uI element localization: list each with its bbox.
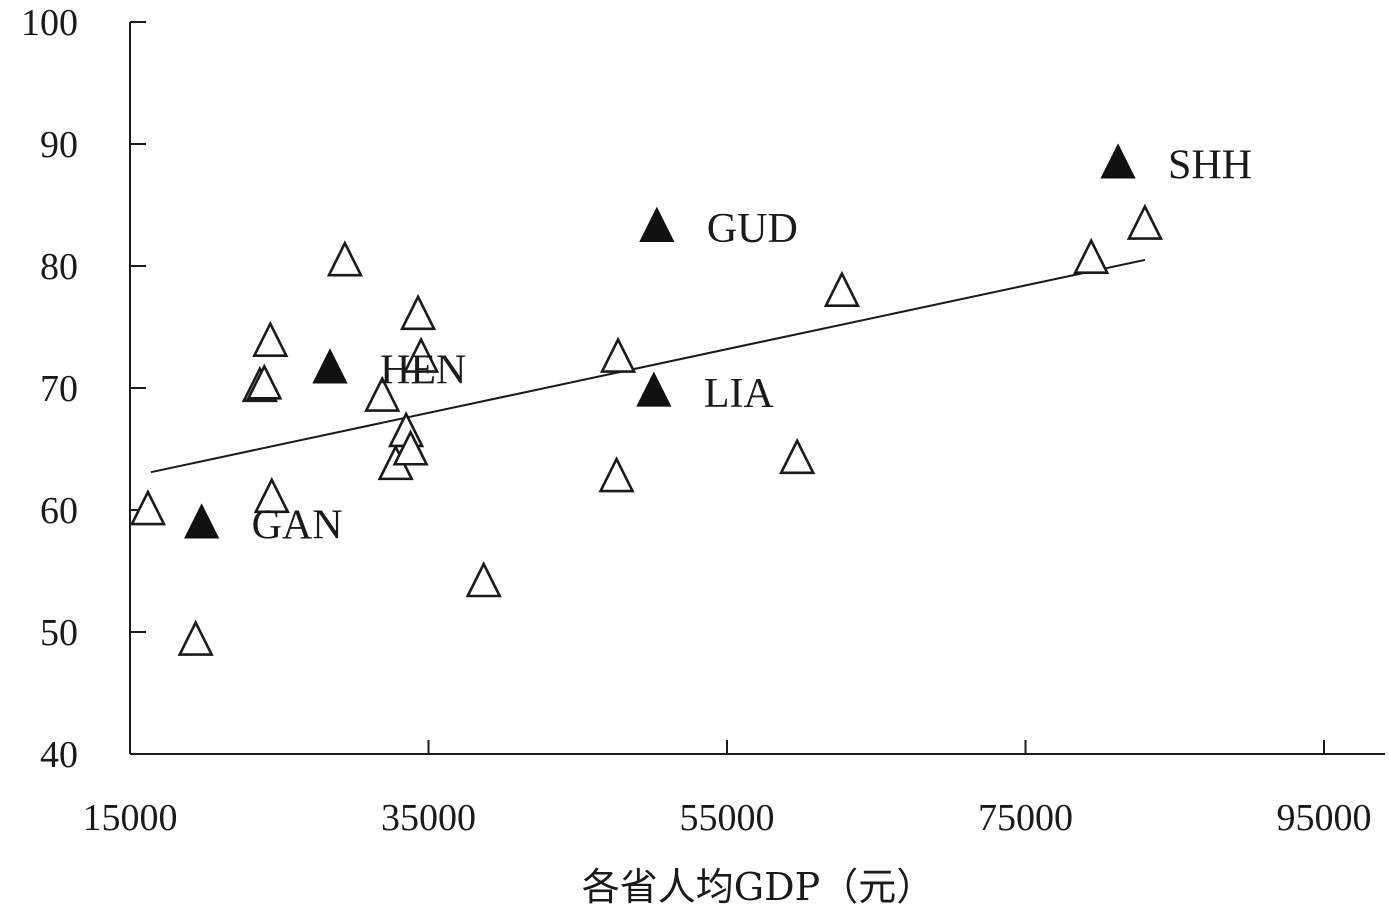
y-ticks: 40 50 60 70 80 90 100 bbox=[21, 2, 146, 776]
open-triangle-point bbox=[326, 240, 364, 277]
open-triangle-point bbox=[402, 336, 440, 373]
open-triangle-point bbox=[1073, 237, 1110, 275]
filled-triangle-point bbox=[1100, 143, 1136, 179]
filled-triangle-point bbox=[312, 348, 348, 384]
open-triangle-point bbox=[1126, 203, 1164, 240]
x-tick-label: 35000 bbox=[381, 797, 476, 839]
open-triangle-point bbox=[399, 293, 437, 331]
y-tick-label: 90 bbox=[40, 124, 78, 166]
point-label: SHH bbox=[1168, 143, 1252, 189]
x-tick-label: 95000 bbox=[1277, 797, 1372, 839]
point-label: LIA bbox=[704, 371, 775, 417]
open-triangle-point bbox=[253, 476, 290, 514]
filled-triangle-point bbox=[639, 206, 675, 242]
open-triangle-point bbox=[392, 429, 429, 466]
filled-triangle-point bbox=[636, 371, 672, 407]
y-tick-label: 70 bbox=[40, 368, 78, 410]
point-label: GUD bbox=[707, 206, 798, 252]
y-tick-label: 100 bbox=[21, 2, 78, 44]
open-triangle-point bbox=[598, 456, 635, 493]
x-tick-label: 15000 bbox=[83, 797, 178, 839]
open-triangle-point bbox=[364, 375, 401, 412]
point-label: GAN bbox=[252, 503, 343, 549]
y-tick-label: 60 bbox=[40, 490, 78, 532]
y-tick-label: 40 bbox=[40, 734, 78, 776]
open-triangle-point bbox=[823, 270, 861, 307]
y-tick-label: 50 bbox=[40, 612, 78, 654]
open-triangle-point bbox=[779, 437, 816, 475]
filled-triangle-point bbox=[184, 503, 220, 539]
x-tick-label: 75000 bbox=[978, 797, 1073, 839]
open-triangle-point bbox=[252, 320, 289, 357]
x-ticks: 15000 35000 55000 75000 95000 bbox=[83, 740, 1372, 839]
open-triangle-point bbox=[177, 619, 214, 656]
x-axis-title: 各省人均GDP（元） bbox=[582, 865, 934, 909]
filled-points-series: GAN HEN GUD LIA SHH bbox=[184, 143, 1252, 549]
y-tick-label: 80 bbox=[40, 246, 78, 288]
open-triangle-point bbox=[246, 363, 283, 400]
open-triangle-point bbox=[129, 489, 167, 526]
open-points-series bbox=[129, 203, 1164, 656]
trend-line bbox=[150, 258, 1146, 474]
open-triangle-point bbox=[599, 336, 637, 373]
point-label: HEN bbox=[380, 348, 466, 394]
open-triangle-point bbox=[465, 561, 502, 598]
x-tick-label: 55000 bbox=[680, 797, 775, 839]
